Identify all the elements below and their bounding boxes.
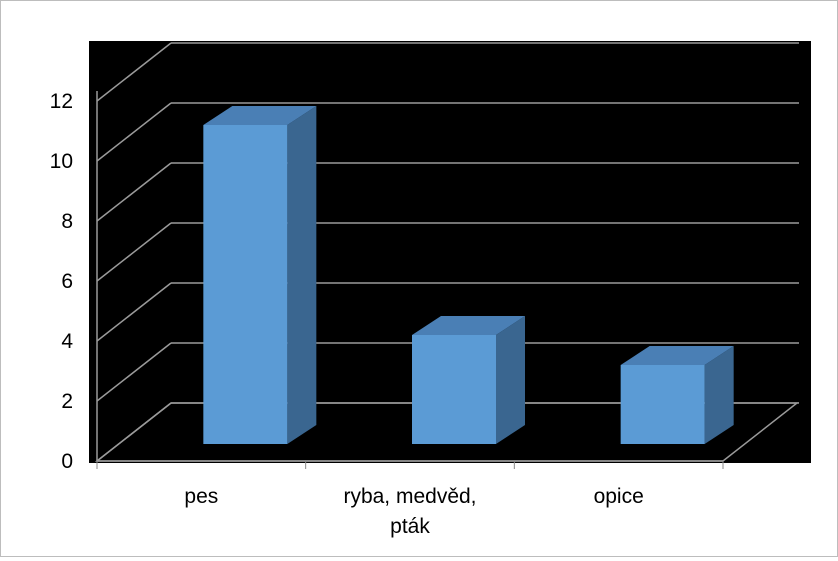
y-axis: 0 2 4 6 8 10 12	[50, 90, 98, 473]
x-tick-label-line: pták	[390, 515, 430, 538]
x-tick-label: ryba, medvěd, pták	[343, 485, 476, 538]
bar-front	[203, 125, 288, 444]
bar-front	[412, 335, 496, 444]
bar-side	[496, 316, 525, 444]
bar-top	[412, 316, 525, 335]
gridline-depth	[96, 162, 172, 222]
y-tick-label: 12	[50, 90, 73, 113]
y-tick-label: 8	[61, 210, 73, 233]
x-tick-label-line: ryba, medvěd,	[343, 485, 476, 508]
bar-side	[287, 106, 317, 444]
bar-top	[620, 346, 734, 365]
bars	[203, 106, 734, 444]
x-tick-label: pes	[184, 485, 218, 508]
gridline-depth	[96, 282, 172, 342]
x-axis: pes ryba, medvěd, pták opice	[96, 460, 724, 538]
y-tick-label: 6	[61, 270, 73, 293]
bar-front	[620, 365, 705, 444]
bar-top	[203, 106, 317, 125]
y-tick-label: 2	[61, 390, 73, 413]
gridline-depth	[96, 42, 172, 102]
x-tick-label-line: pes	[184, 485, 218, 508]
bar-side	[704, 346, 734, 444]
bar-3	[620, 346, 734, 444]
y-tick-label: 4	[61, 330, 73, 353]
x-tick-label: opice	[594, 485, 644, 508]
gridline-depth	[96, 342, 172, 402]
x-tick-label-line: opice	[594, 485, 644, 508]
gridline-depth	[96, 222, 172, 282]
bar-2	[412, 316, 525, 444]
y-tick-label: 0	[61, 450, 73, 473]
bar-1	[203, 106, 317, 444]
y-tick-label: 10	[50, 150, 73, 173]
gridline-depth	[96, 402, 172, 462]
gridline-depth	[96, 102, 172, 162]
